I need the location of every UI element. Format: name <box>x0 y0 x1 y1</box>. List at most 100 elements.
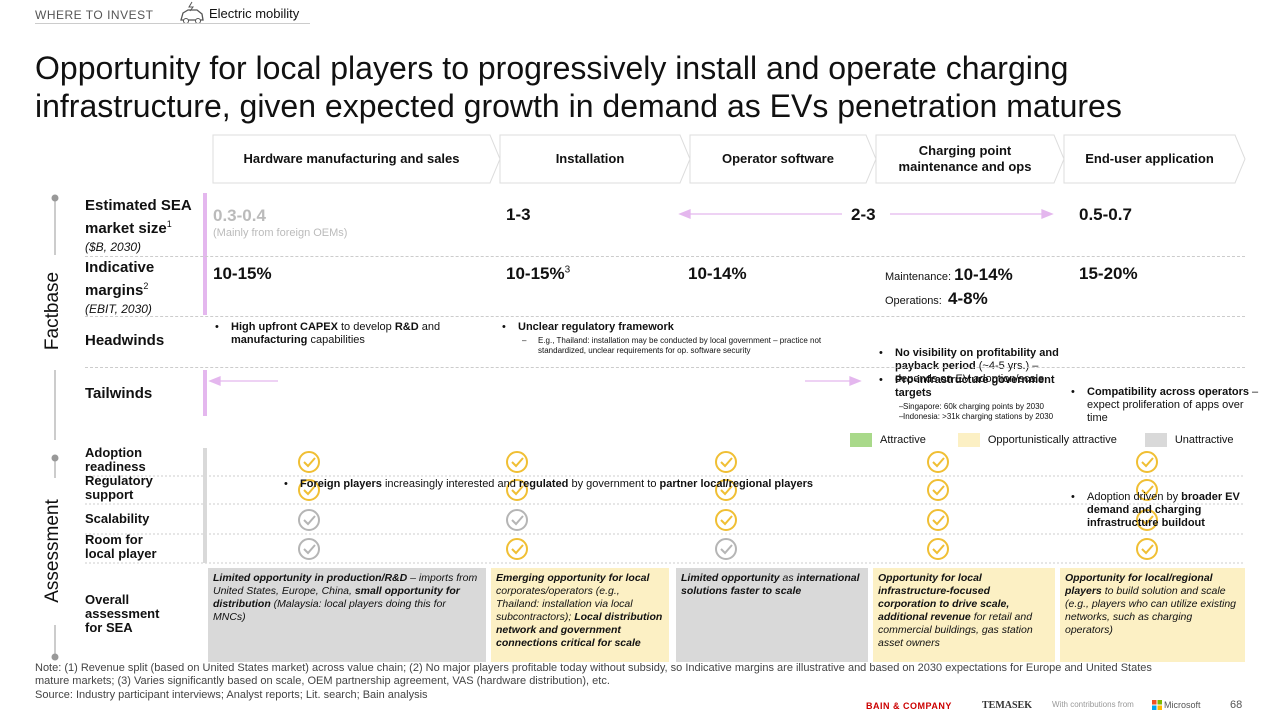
text-run: broader EV demand and charging infrastru… <box>1087 491 1240 529</box>
check-tick <box>303 544 316 555</box>
check-circle <box>506 451 528 473</box>
contributor: Microsoft <box>1164 700 1201 710</box>
check <box>1136 538 1158 560</box>
headwind: Unclear regulatory framework E.g., Thaila… <box>500 321 830 356</box>
check-circle <box>927 509 949 531</box>
split-label: Operations: <box>885 295 942 307</box>
overall-box: Limited opportunity in production/R&D – … <box>208 568 486 662</box>
text-run: small opportunity for distribution <box>213 585 460 610</box>
value: 0.3-0.4 <box>213 206 266 225</box>
text-run: Limited opportunity <box>681 572 780 584</box>
row-label: Scalability <box>85 511 150 526</box>
row-label: Tailwinds <box>85 385 153 402</box>
check <box>927 479 949 501</box>
text-run: R&D <box>394 321 419 333</box>
text-run: Opportunity for local/regional players <box>1065 572 1213 597</box>
row-label: Room for local player <box>85 532 157 561</box>
section: WHERE TO INVEST <box>35 8 154 22</box>
legend-label: Opportunistically attractive <box>987 434 1117 446</box>
text-run: for retail and commercial buildings, gas… <box>878 611 1033 649</box>
check-circle <box>298 509 320 531</box>
column-header: Operator software <box>722 151 834 166</box>
check <box>298 509 320 531</box>
text-run: corporates/operators (e.g., Thailand: in… <box>496 585 633 623</box>
text-run: – imports from United States, Europe, Ch… <box>213 572 478 597</box>
legend-item: Attractive <box>850 433 926 447</box>
check-circle <box>927 451 949 473</box>
note: Note: (1) Revenue split (based on United… <box>35 662 1152 687</box>
overall-box: Opportunity for local infrastructure-foc… <box>873 568 1055 662</box>
value: 10-15% <box>213 264 272 283</box>
label: Indicative margins <box>85 259 155 299</box>
headwind: Compatibility across operators – expect … <box>1069 386 1262 425</box>
overall-box: Opportunity for local/regional players t… <box>1060 568 1245 662</box>
check <box>506 451 528 473</box>
split: Operations: 4-8% <box>885 288 1013 312</box>
check <box>715 509 737 531</box>
check-tick <box>720 515 733 526</box>
check-tick <box>720 544 733 555</box>
column-header: Installation <box>555 151 625 166</box>
split-value: 10-14% <box>954 265 1013 284</box>
tailwind: Pro-infrastructure government targets Sin… <box>877 374 1062 422</box>
text-run: manufacturing <box>231 334 308 346</box>
value: 0.5-0.7 <box>1079 205 1132 224</box>
tailwind: Adoption driven by broader EV demand and… <box>1069 491 1262 530</box>
value: 1-3 <box>506 205 531 224</box>
check <box>298 451 320 473</box>
value: 15-20% <box>1079 264 1138 283</box>
check <box>715 538 737 560</box>
check <box>506 509 528 531</box>
row-label: Indicative margins2 (EBIT, 2030) <box>85 259 203 318</box>
legend-swatch <box>1144 433 1167 447</box>
separator <box>85 256 1245 257</box>
check <box>715 451 737 473</box>
check-circle <box>927 479 949 501</box>
check-tick <box>932 544 945 555</box>
check <box>1136 451 1158 473</box>
separator <box>85 316 1245 317</box>
separator <box>85 367 1245 368</box>
split: Maintenance: 10-14% <box>885 264 1013 288</box>
text-run: Local distribution network and governmen… <box>496 611 663 649</box>
check <box>927 509 949 531</box>
check-tick <box>1141 544 1154 555</box>
footnote: 3 <box>564 264 571 276</box>
check-tick <box>511 457 524 468</box>
headwind: High upfront CAPEX to develop R&D and ma… <box>213 321 471 347</box>
split-value: 4-8% <box>948 289 988 308</box>
value: 2-3 <box>851 205 876 224</box>
check <box>298 538 320 560</box>
text-run: to develop <box>337 321 395 333</box>
check-tick <box>1141 457 1154 468</box>
legend-label: Attractive <box>880 434 926 446</box>
legend-item: Opportunistically attractive <box>957 433 1117 447</box>
row-label: Estimated SEA market size1 ($B, 2030) <box>85 197 203 256</box>
text-run: increasingly interested and <box>381 478 519 490</box>
check-circle <box>1136 538 1158 560</box>
value: 10-14% <box>688 264 747 283</box>
text-run: and <box>418 321 441 333</box>
unit: ($B, 2030) <box>85 240 142 254</box>
check-circle <box>506 509 528 531</box>
row-label: Headwinds <box>85 332 165 349</box>
text-run: Unclear regulatory framework <box>518 321 674 333</box>
check <box>506 538 528 560</box>
unit: (EBIT, 2030) <box>85 302 152 316</box>
text-run: (Malaysia: local players doing this for … <box>213 598 446 623</box>
label: Estimated SEA market size <box>85 197 192 237</box>
check-circle <box>715 509 737 531</box>
group-label: Assessment <box>42 499 63 603</box>
sub-bullet: E.g., Thailand: installation may be cond… <box>500 336 830 356</box>
check-circle <box>715 538 737 560</box>
check-tick <box>511 544 524 555</box>
value: 10-15%3 <box>506 264 570 284</box>
overall-box: Limited opportunity as international sol… <box>676 568 868 662</box>
page-number: 68 <box>1230 699 1243 711</box>
split-values: Maintenance: 10-14% Operations: 4-8% <box>885 264 1013 312</box>
text-run: international solutions faster to scale <box>681 572 860 597</box>
column-header: Charging point maintenance and ops <box>898 143 1032 174</box>
split-label: Maintenance: <box>885 271 952 283</box>
topic: Electric mobility <box>209 6 300 21</box>
check-tick <box>720 457 733 468</box>
